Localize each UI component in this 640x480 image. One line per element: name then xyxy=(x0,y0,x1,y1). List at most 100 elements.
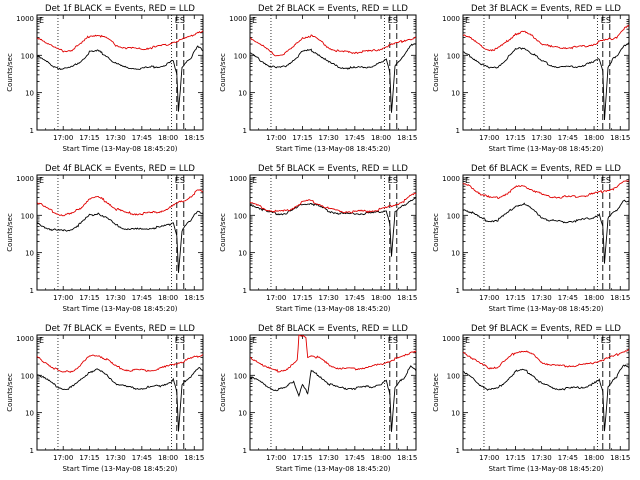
corner-label-e: E xyxy=(252,176,257,185)
plot-frame xyxy=(462,334,630,451)
series-lld-line xyxy=(462,24,630,52)
corner-label-e: E xyxy=(465,176,470,185)
corner-label-e: E xyxy=(465,16,470,25)
corner-label-es: ES xyxy=(175,176,185,185)
y-axis-label: Counts/sec xyxy=(6,53,14,92)
x-tick-label: 17:45 xyxy=(558,134,578,142)
x-tick-label: 17:00 xyxy=(479,134,499,142)
corner-label-e: E xyxy=(39,336,44,345)
y-tick-label: 1 xyxy=(30,287,34,295)
panel-det-4: Det 4f BLACK = Events, RED = LLD 1 10 100 10… xyxy=(6,164,204,313)
series-lld-line xyxy=(249,334,417,373)
x-tick-label: 17:15 xyxy=(505,294,525,302)
series-lld-line xyxy=(36,30,204,53)
y-tick-label: 1 xyxy=(456,127,460,135)
y-tick-label: 10 xyxy=(238,410,247,418)
series-events-line xyxy=(36,210,204,273)
series-lld-line xyxy=(462,180,630,199)
x-tick-label: 17:15 xyxy=(79,134,99,142)
corner-label-es: ES xyxy=(175,336,185,345)
x-tick-label: 17:30 xyxy=(532,134,552,142)
plot-frame xyxy=(249,334,417,451)
x-axis-label: Start Time (13-May-08 18:45:20) xyxy=(275,305,390,313)
x-tick-label: 17:00 xyxy=(266,134,286,142)
corner-label-es: ES xyxy=(601,16,611,25)
x-tick-label: 17:00 xyxy=(479,454,499,462)
y-axis-label: Counts/sec xyxy=(432,373,440,412)
panel-det-2: Det 2f BLACK = Events, RED = LLD 1 10 100 10… xyxy=(219,4,417,153)
x-tick-label: 17:30 xyxy=(319,454,339,462)
x-tick-label: 17:00 xyxy=(266,454,286,462)
corner-label-es: ES xyxy=(601,176,611,185)
x-tick-label: 17:30 xyxy=(319,134,339,142)
corner-label-e: E xyxy=(465,336,470,345)
x-tick-label: 17:45 xyxy=(558,454,578,462)
series-events-line xyxy=(462,42,630,121)
y-tick-label: 10 xyxy=(25,250,34,258)
y-tick-label: 1000 xyxy=(442,175,460,183)
series-lld-line xyxy=(249,34,417,57)
y-tick-label: 10 xyxy=(25,90,34,98)
x-tick-label: 17:15 xyxy=(292,134,312,142)
y-tick-label: 1000 xyxy=(229,15,247,23)
series-lld-line xyxy=(36,189,204,217)
corner-label-e: E xyxy=(39,16,44,25)
panel-det-8: Det 8f BLACK = Events, RED = LLD 1 10 100 10… xyxy=(219,324,417,473)
chart-title: Det 5f BLACK = Events, RED = LLD xyxy=(258,164,408,174)
plot-frame xyxy=(36,334,204,451)
corner-label-es: ES xyxy=(601,336,611,345)
y-tick-label: 1 xyxy=(243,127,247,135)
y-tick-label: 100 xyxy=(21,212,34,220)
x-tick-label: 18:15 xyxy=(610,294,630,302)
x-tick-label: 18:15 xyxy=(184,454,204,462)
y-tick-label: 1 xyxy=(243,447,247,455)
x-tick-label: 17:30 xyxy=(532,454,552,462)
series-events-line xyxy=(463,364,630,432)
y-tick-label: 1 xyxy=(456,287,460,295)
x-axis-label: Start Time (13-May-08 18:45:20) xyxy=(62,465,177,473)
x-tick-label: 18:15 xyxy=(610,134,630,142)
x-tick-label: 18:15 xyxy=(397,134,417,142)
y-tick-label: 100 xyxy=(21,52,34,60)
y-tick-label: 1000 xyxy=(442,15,460,23)
y-tick-label: 1000 xyxy=(229,335,247,343)
y-tick-label: 100 xyxy=(234,372,247,380)
chart-title: Det 6f BLACK = Events, RED = LLD xyxy=(471,164,621,174)
x-axis-label: Start Time (13-May-08 18:45:20) xyxy=(275,145,390,153)
x-tick-label: 17:30 xyxy=(106,454,126,462)
plot-frame xyxy=(462,14,630,131)
y-tick-label: 10 xyxy=(25,410,34,418)
x-tick-label: 17:30 xyxy=(532,294,552,302)
chart-title: Det 9f BLACK = Events, RED = LLD xyxy=(471,324,621,334)
chart-title: Det 3f BLACK = Events, RED = LLD xyxy=(471,4,621,14)
corner-label-es: ES xyxy=(388,176,398,185)
x-tick-label: 18:00 xyxy=(158,454,178,462)
series-events-line xyxy=(249,197,417,257)
y-tick-label: 1 xyxy=(30,127,34,135)
y-tick-label: 10 xyxy=(451,410,460,418)
y-tick-label: 1 xyxy=(243,287,247,295)
x-tick-label: 18:00 xyxy=(371,134,391,142)
series-lld-line xyxy=(36,354,204,374)
x-tick-label: 17:45 xyxy=(132,134,152,142)
corner-label-es: ES xyxy=(388,16,398,25)
y-tick-label: 1000 xyxy=(16,15,34,23)
x-tick-label: 17:45 xyxy=(558,294,578,302)
x-tick-label: 17:00 xyxy=(53,294,73,302)
y-tick-label: 100 xyxy=(447,212,460,220)
x-tick-label: 18:00 xyxy=(158,134,178,142)
x-axis-label: Start Time (13-May-08 18:45:20) xyxy=(488,145,603,153)
x-tick-label: 17:00 xyxy=(266,294,286,302)
panel-det-1: Det 1f BLACK = Events, RED = LLD 1 10 100 10… xyxy=(6,4,204,153)
x-tick-label: 18:00 xyxy=(371,454,391,462)
corner-label-es: ES xyxy=(175,16,185,25)
x-tick-label: 17:30 xyxy=(106,134,126,142)
corner-label-e: E xyxy=(252,336,257,345)
series-events-line xyxy=(36,366,204,432)
x-axis-label: Start Time (13-May-08 18:45:20) xyxy=(275,465,390,473)
plot-frame xyxy=(36,14,204,131)
x-tick-label: 17:30 xyxy=(319,294,339,302)
chart-title: Det 1f BLACK = Events, RED = LLD xyxy=(45,4,195,14)
x-tick-label: 17:15 xyxy=(292,294,312,302)
series-lld-line xyxy=(249,192,417,214)
